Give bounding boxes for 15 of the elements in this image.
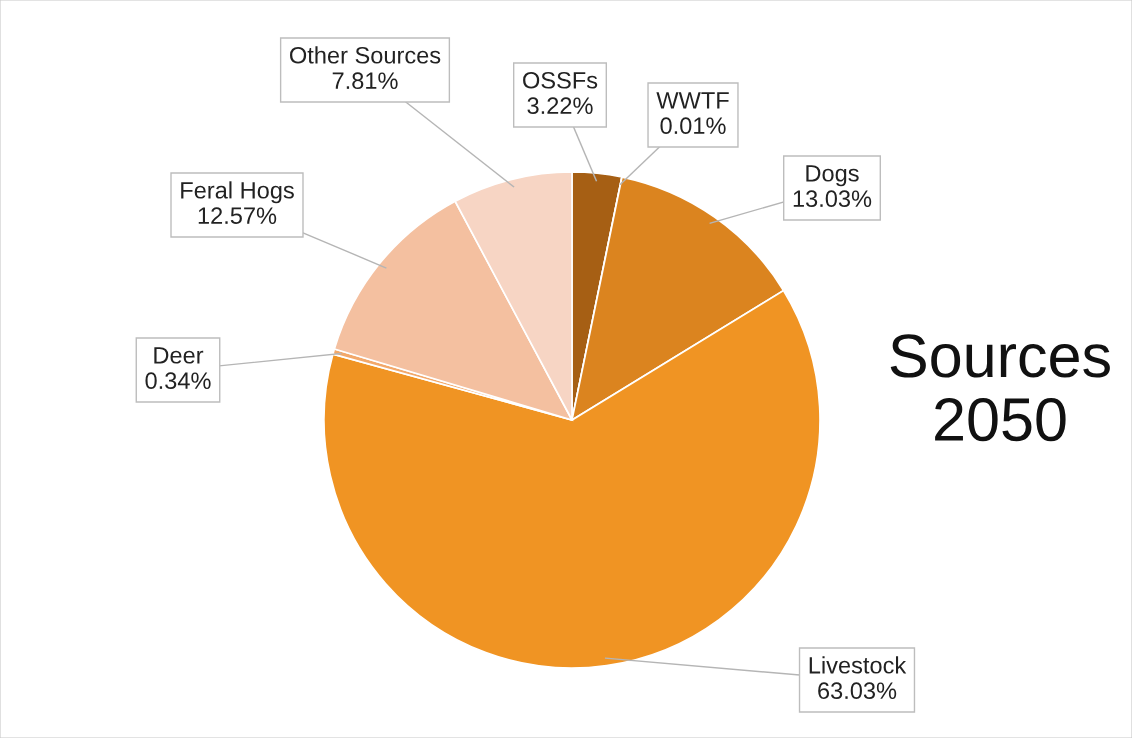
data-label: 0.34% bbox=[145, 372, 211, 390]
data-label: 13.03% bbox=[793, 190, 872, 208]
slice-label: Dogs bbox=[806, 165, 859, 187]
data-label: 63.03% bbox=[818, 682, 897, 700]
slice-label: Deer bbox=[154, 347, 204, 364]
data-label: 3.22% bbox=[527, 97, 593, 115]
slice-label: Feral Hogs bbox=[181, 181, 294, 204]
slice-label: OSSFs bbox=[523, 71, 598, 89]
slice-label: Other Sources bbox=[290, 46, 441, 64]
data-label: 12.57% bbox=[198, 207, 277, 225]
slice-label: Livestock bbox=[809, 656, 907, 674]
slice-label: WWTF bbox=[656, 92, 729, 109]
data-label: 0.01% bbox=[660, 117, 726, 135]
text: Sources 2050 bbox=[890, 334, 1110, 442]
data-label: 7.81% bbox=[332, 72, 398, 90]
